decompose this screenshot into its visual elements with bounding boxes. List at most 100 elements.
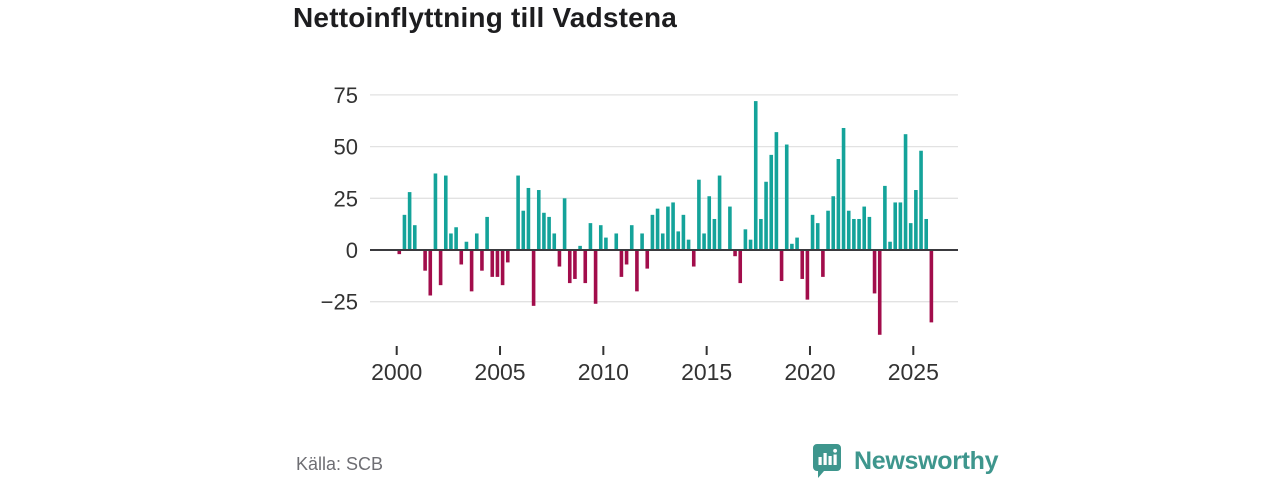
bar-2001Q3 bbox=[428, 250, 433, 296]
bar-2009Q4 bbox=[598, 225, 603, 250]
y-tick-label-75: 75 bbox=[334, 83, 358, 108]
bar-2022Q3 bbox=[862, 206, 867, 250]
y-tick-label-25: 25 bbox=[334, 186, 358, 211]
bar-2000Q3 bbox=[407, 192, 412, 250]
bar-2012Q4 bbox=[660, 233, 665, 250]
bar-2020Q4 bbox=[826, 210, 830, 250]
bar-2017Q1 bbox=[748, 239, 753, 250]
bar-2018Q1 bbox=[769, 154, 774, 250]
bar-2025Q3 bbox=[924, 218, 929, 250]
bar-2018Q2 bbox=[774, 132, 779, 250]
bar-2006Q3 bbox=[531, 250, 536, 306]
x-tick-label-2010: 2010 bbox=[578, 359, 629, 385]
bar-2011Q4 bbox=[640, 233, 644, 250]
bar-2010Q1 bbox=[604, 237, 608, 250]
bar-2013Q4 bbox=[681, 214, 686, 250]
bar-2019Q3 bbox=[800, 250, 805, 279]
x-tick-label-2015: 2015 bbox=[681, 359, 732, 385]
bar-2014Q2 bbox=[691, 250, 696, 267]
bar-2007Q2 bbox=[547, 216, 551, 250]
bar-2003Q3 bbox=[469, 250, 474, 292]
brand-name: Newsworthy bbox=[854, 446, 999, 475]
bar-2000Q2 bbox=[402, 214, 407, 250]
bar-2024Q3 bbox=[903, 134, 908, 250]
y-tick-label-50: 50 bbox=[334, 135, 358, 160]
bar-2005Q1 bbox=[500, 250, 505, 286]
x-tick-label-2020: 2020 bbox=[784, 359, 835, 385]
bar-2015Q1 bbox=[707, 196, 712, 250]
bar-2016Q2 bbox=[733, 250, 737, 257]
bar-2008Q2 bbox=[567, 250, 572, 284]
bar-2017Q3 bbox=[759, 218, 763, 250]
bar-2016Q3 bbox=[738, 250, 743, 284]
bar-2024Q4 bbox=[908, 223, 913, 250]
bar-2003Q1 bbox=[459, 250, 464, 265]
bar-2002Q1 bbox=[438, 250, 443, 286]
bar-2005Q4 bbox=[516, 175, 520, 250]
bar-2023Q4 bbox=[888, 241, 892, 250]
bar-2001Q2 bbox=[423, 250, 427, 271]
bar-2020Q2 bbox=[815, 223, 820, 250]
bar-2004Q4 bbox=[495, 250, 500, 277]
bar-2021Q1 bbox=[831, 196, 836, 250]
bar-2022Q2 bbox=[857, 218, 861, 250]
bar-2017Q2 bbox=[753, 101, 758, 250]
bar-2018Q3 bbox=[779, 250, 784, 282]
bar-2012Q1 bbox=[645, 250, 650, 269]
bar-2019Q4 bbox=[805, 250, 810, 300]
bar-2004Q2 bbox=[485, 216, 489, 250]
chart-title: Nettoinflyttning till Vadstena bbox=[293, 2, 678, 33]
y-tick-label--25: −25 bbox=[321, 290, 358, 315]
bar-2019Q1 bbox=[790, 243, 794, 250]
bar-2002Q3 bbox=[449, 233, 453, 250]
bar-2024Q2 bbox=[898, 202, 903, 250]
bar-2023Q3 bbox=[883, 185, 887, 250]
bar-2018Q4 bbox=[784, 144, 789, 250]
bar-2017Q4 bbox=[764, 181, 768, 250]
logo-bar-2 bbox=[823, 453, 827, 465]
bar-2016Q1 bbox=[728, 206, 732, 250]
bar-2015Q3 bbox=[717, 175, 722, 250]
bar-2006Q2 bbox=[526, 187, 531, 250]
bar-2008Q3 bbox=[573, 250, 577, 279]
newsworthy-logo: Newsworthy bbox=[813, 444, 999, 478]
logo-exclamation-dot bbox=[833, 448, 837, 453]
bar-2016Q4 bbox=[743, 229, 748, 250]
source-label: Källa: SCB bbox=[296, 454, 384, 474]
bar-2010Q3 bbox=[614, 233, 619, 250]
bar-2012Q2 bbox=[650, 214, 655, 250]
bar-2011Q1 bbox=[624, 250, 629, 265]
bar-2021Q2 bbox=[836, 159, 841, 250]
bar-2014Q3 bbox=[697, 179, 701, 250]
newsworthy-bubble-icon bbox=[813, 444, 841, 478]
x-tick-label-2025: 2025 bbox=[888, 359, 939, 385]
bar-2022Q4 bbox=[867, 216, 872, 250]
y-tick-label-0: 0 bbox=[346, 238, 358, 263]
bar-2019Q2 bbox=[795, 237, 799, 250]
bar-2009Q2 bbox=[588, 223, 593, 250]
bar-2012Q3 bbox=[655, 208, 660, 250]
bar-2002Q2 bbox=[443, 175, 448, 250]
bar-2025Q1 bbox=[914, 190, 918, 250]
bar-2006Q1 bbox=[521, 210, 526, 250]
x-tick-label-2000: 2000 bbox=[371, 359, 422, 385]
bar-2015Q2 bbox=[712, 218, 717, 250]
bar-2001Q4 bbox=[433, 173, 438, 250]
bar-2009Q1 bbox=[583, 250, 588, 284]
bar-2002Q4 bbox=[454, 227, 458, 250]
bar-2025Q2 bbox=[919, 150, 923, 250]
bar-2011Q2 bbox=[629, 225, 634, 250]
bar-2010Q4 bbox=[619, 250, 624, 277]
speech-bubble-shape bbox=[813, 444, 841, 478]
bar-2006Q4 bbox=[536, 190, 541, 250]
bar-2023Q2 bbox=[877, 250, 882, 335]
bar-2011Q3 bbox=[635, 250, 639, 292]
bar-2023Q1 bbox=[872, 250, 877, 294]
logo-bar-1 bbox=[818, 457, 822, 465]
bar-2020Q1 bbox=[810, 214, 815, 250]
bar-2021Q3 bbox=[841, 127, 846, 250]
bar-2008Q1 bbox=[562, 198, 567, 250]
bar-2007Q3 bbox=[552, 233, 557, 250]
